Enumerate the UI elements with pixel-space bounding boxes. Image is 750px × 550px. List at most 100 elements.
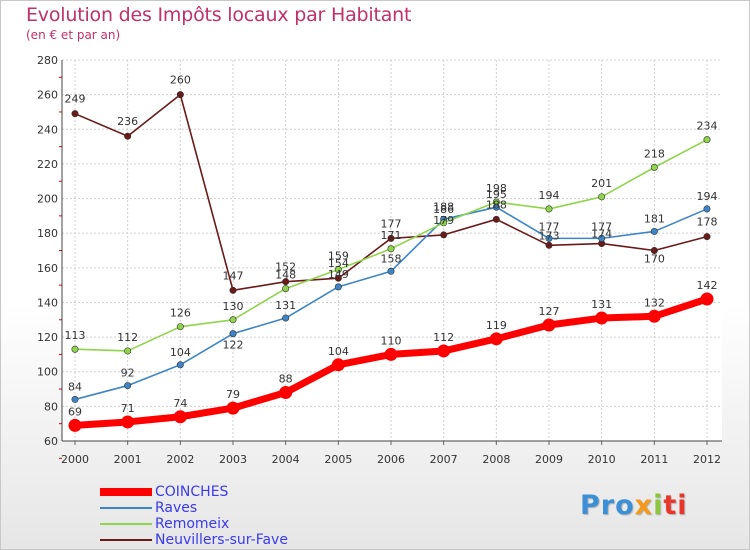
data-point-coinches xyxy=(542,318,556,332)
data-label-remomeix: 234 xyxy=(697,120,718,133)
data-point-neuvillers-sur-fave xyxy=(545,241,553,249)
data-label-neuvillers-sur-fave: 236 xyxy=(117,115,138,128)
data-label-remomeix: 148 xyxy=(275,269,296,282)
data-point-remomeix xyxy=(282,285,290,293)
data-label-remomeix: 112 xyxy=(117,331,138,344)
data-label-raves: 195 xyxy=(486,188,507,201)
data-point-raves xyxy=(387,267,395,275)
x-tick-label: 2004 xyxy=(272,453,300,466)
y-tick-label: 80 xyxy=(44,400,58,413)
data-label-remomeix: 201 xyxy=(591,177,612,190)
data-label-remomeix: 126 xyxy=(170,307,191,320)
data-label-neuvillers-sur-fave: 174 xyxy=(591,228,612,241)
data-point-remomeix xyxy=(124,347,132,355)
data-point-neuvillers-sur-fave xyxy=(124,132,132,140)
data-point-neuvillers-sur-fave xyxy=(176,91,184,99)
data-label-raves: 158 xyxy=(381,252,402,265)
data-label-coinches: 112 xyxy=(433,331,454,344)
x-tick-label: 2010 xyxy=(588,453,616,466)
data-label-coinches: 69 xyxy=(68,405,82,418)
legend-item-raves: Raves xyxy=(100,500,360,516)
legend-label-coinches: COINCHES xyxy=(155,484,229,500)
data-point-neuvillers-sur-fave xyxy=(71,110,79,118)
data-point-remomeix xyxy=(71,345,79,353)
data-point-neuvillers-sur-fave xyxy=(492,215,500,223)
data-point-coinches xyxy=(700,292,714,306)
x-tick-label: 2006 xyxy=(377,453,405,466)
y-tick-label: 240 xyxy=(37,123,58,136)
data-point-raves xyxy=(598,234,606,242)
data-point-remomeix xyxy=(492,198,500,206)
data-label-raves: 104 xyxy=(170,346,191,359)
data-point-remomeix xyxy=(334,266,342,274)
data-label-neuvillers-sur-fave: 154 xyxy=(328,257,349,270)
data-point-raves xyxy=(229,330,237,338)
data-point-remomeix xyxy=(387,245,395,253)
data-point-raves xyxy=(545,234,553,242)
x-tick-label: 2011 xyxy=(640,453,668,466)
data-point-raves xyxy=(282,314,290,322)
data-label-coinches: 142 xyxy=(697,279,718,292)
data-point-remomeix xyxy=(229,316,237,324)
data-point-coinches xyxy=(331,358,345,372)
x-tick-label: 2002 xyxy=(166,453,194,466)
data-point-remomeix xyxy=(440,219,448,227)
legend-item-neuvillers: Neuvillers-sur-Fave xyxy=(100,532,360,548)
chart-title: Evolution des Impôts locaux par Habitant xyxy=(26,4,412,26)
data-point-coinches xyxy=(384,347,398,361)
data-label-raves: 177 xyxy=(539,220,560,233)
data-label-raves: 194 xyxy=(697,190,718,203)
data-label-remomeix: 113 xyxy=(65,329,86,342)
data-label-remomeix: 130 xyxy=(223,300,244,313)
data-label-neuvillers-sur-fave: 177 xyxy=(381,217,402,230)
legend-swatch-coinches xyxy=(100,488,152,496)
y-tick-label: 100 xyxy=(37,366,58,379)
y-tick-label: 220 xyxy=(37,158,58,171)
data-label-neuvillers-sur-fave: 170 xyxy=(644,253,665,266)
legend-label-raves: Raves xyxy=(155,500,198,516)
data-label-raves: 177 xyxy=(591,220,612,233)
x-tick-label: 2001 xyxy=(114,453,142,466)
y-tick-label: 260 xyxy=(37,89,58,102)
data-point-raves xyxy=(176,361,184,369)
data-point-coinches xyxy=(595,311,609,325)
legend: COINCHES Raves Remomeix Neuvillers-sur-F… xyxy=(100,484,360,548)
data-label-neuvillers-sur-fave: 249 xyxy=(65,93,86,106)
data-point-remomeix xyxy=(650,163,658,171)
legend-swatch-raves xyxy=(100,507,152,509)
data-point-raves xyxy=(334,283,342,291)
data-label-coinches: 119 xyxy=(486,319,507,332)
legend-item-coinches: COINCHES xyxy=(100,484,360,500)
data-label-remomeix: 171 xyxy=(381,229,402,242)
y-tick-label: 160 xyxy=(37,262,58,275)
data-point-neuvillers-sur-fave xyxy=(703,233,711,241)
x-tick-label: 2007 xyxy=(430,453,458,466)
y-tick-label: 280 xyxy=(37,54,58,67)
data-point-neuvillers-sur-fave xyxy=(440,231,448,239)
data-point-remomeix xyxy=(598,193,606,201)
data-label-coinches: 71 xyxy=(121,402,135,415)
data-label-neuvillers-sur-fave: 178 xyxy=(697,216,718,229)
x-tick-label: 2009 xyxy=(535,453,563,466)
data-point-coinches xyxy=(279,386,293,400)
data-point-raves xyxy=(703,205,711,213)
data-label-coinches: 88 xyxy=(279,373,293,386)
legend-swatch-remomeix xyxy=(100,523,152,525)
data-point-coinches xyxy=(68,418,82,432)
data-label-raves: 131 xyxy=(275,299,296,312)
data-label-raves: 188 xyxy=(433,200,454,213)
data-point-neuvillers-sur-fave xyxy=(387,234,395,242)
legend-label-neuvillers: Neuvillers-sur-Fave xyxy=(155,532,288,548)
y-tick-label: 140 xyxy=(37,296,58,309)
data-point-remomeix xyxy=(176,323,184,331)
y-tick-label: 120 xyxy=(37,331,58,344)
data-label-remomeix: 186 xyxy=(433,203,454,216)
data-label-remomeix: 194 xyxy=(539,189,560,202)
x-tick-label: 2000 xyxy=(61,453,89,466)
data-label-neuvillers-sur-fave: 152 xyxy=(275,261,296,274)
data-point-coinches xyxy=(226,401,240,415)
data-label-raves: 149 xyxy=(328,268,349,281)
data-label-neuvillers-sur-fave: 147 xyxy=(223,269,244,282)
data-point-remomeix xyxy=(703,136,711,144)
